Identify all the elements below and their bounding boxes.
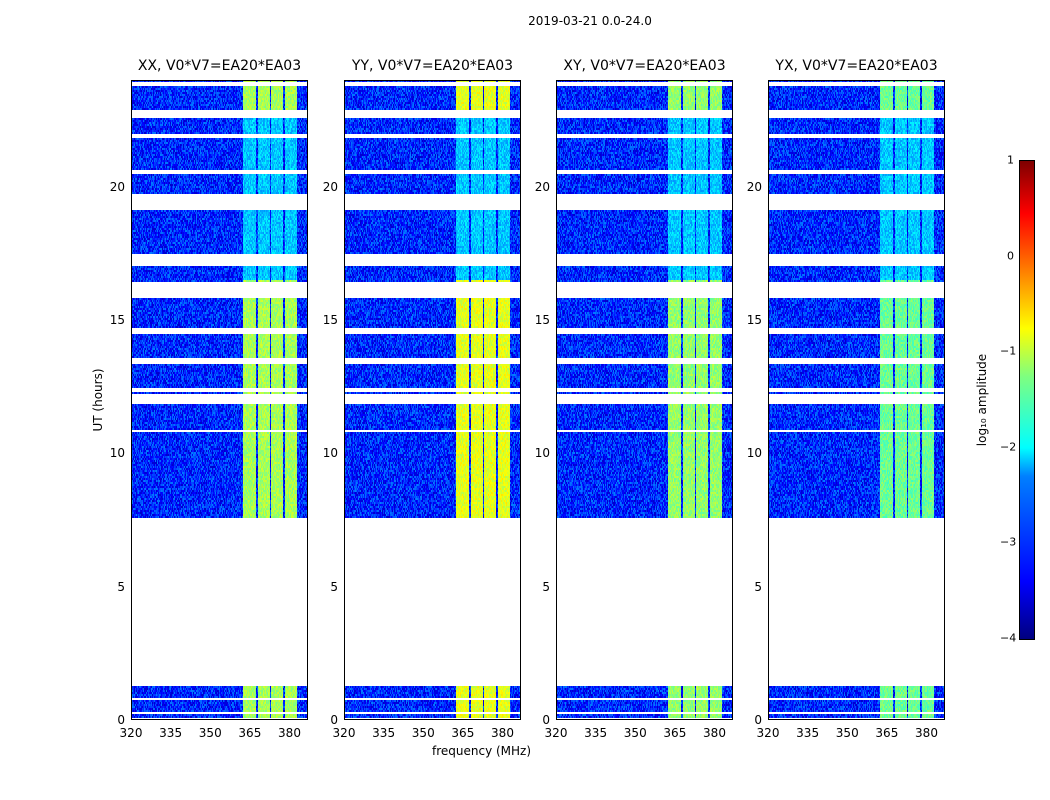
panel-xy: XY, V0*V7=EA20*EA03 0 5 10 15 20 320 335 350 365 3…	[535, 58, 733, 740]
y-tick-label: 20	[746, 179, 762, 194]
x-tick-label: 335	[584, 726, 608, 740]
panel-title: XX, V0*V7=EA20*EA03	[137, 58, 302, 74]
colorbar	[1019, 160, 1035, 640]
x-tick-label: 320	[544, 726, 568, 740]
x-tick-label: 380	[491, 726, 514, 740]
y-tick-label: 20	[534, 179, 550, 194]
waterfall-heatmap	[556, 80, 733, 720]
y-tick-label: 0	[330, 713, 338, 727]
x-tick-label: 335	[159, 726, 183, 740]
y-tick-label: 5	[117, 579, 125, 594]
x-tick-label: 350	[835, 726, 859, 740]
colorbar-tick-label: 1	[1007, 153, 1014, 167]
y-tick-label: 0	[542, 713, 550, 727]
x-tick-label: 365	[451, 726, 475, 740]
y-tick-label: 10	[534, 446, 550, 461]
x-tick-label: 380	[915, 726, 938, 740]
x-tick-label: 335	[372, 726, 396, 740]
axes-frame	[131, 80, 308, 720]
panel-title: YY, V0*V7=EA20*EA03	[351, 58, 514, 74]
y-tick-label: 10	[322, 446, 338, 461]
x-tick-label: 320	[756, 726, 780, 740]
x-tick-label: 365	[875, 726, 899, 740]
x-tick-label: 365	[238, 726, 262, 740]
x-tick-label: 380	[703, 726, 726, 740]
colorbar-tick-label: −2	[1000, 440, 1017, 454]
y-tick-label: 20	[322, 179, 338, 194]
colorbar-tick-label: −3	[1000, 535, 1017, 549]
y-tick-label: 20	[109, 179, 125, 194]
x-tick-label: 350	[198, 726, 222, 740]
axes-frame	[344, 80, 521, 720]
x-tick-label: 350	[623, 726, 647, 740]
colorbar-tick-label: −4	[1000, 631, 1017, 645]
y-tick-label: 10	[109, 446, 125, 461]
y-tick-label: 5	[330, 579, 338, 594]
y-tick-label: 15	[534, 313, 550, 327]
y-tick-label: 0	[754, 713, 762, 727]
y-tick-label: 10	[746, 446, 762, 461]
x-tick-label: 365	[663, 726, 687, 740]
y-tick-label: 15	[109, 313, 125, 327]
axes-frame	[768, 80, 945, 720]
y-tick-label: 5	[542, 579, 550, 594]
waterfall-heatmap	[131, 80, 308, 720]
panel-xx: XX, V0*V7=EA20*EA03 0 5 10 15 20 320 335 350 365 3…	[110, 58, 308, 740]
x-tick-label: 320	[119, 726, 143, 740]
y-tick-label: 15	[746, 313, 762, 327]
x-tick-label: 320	[332, 726, 356, 740]
panel-yy: YY, V0*V7=EA20*EA03 0 5 10 15 20 320 335 350 365 3…	[323, 58, 521, 740]
panel-title: YX, V0*V7=EA20*EA03	[775, 58, 938, 74]
x-axis-label: frequency (MHz)	[432, 744, 532, 758]
y-tick-label: 5	[754, 579, 762, 594]
colorbar-tick-label: −1	[1000, 344, 1017, 358]
x-tick-label: 380	[278, 726, 301, 740]
waterfall-heatmap	[768, 80, 945, 720]
waterfall-heatmap	[344, 80, 521, 720]
colorbar-label: log₁₀ amplitude	[975, 353, 989, 447]
x-tick-label: 350	[411, 726, 435, 740]
y-tick-label: 15	[322, 313, 338, 327]
y-axis-label: UT (hours)	[91, 368, 105, 432]
panel-yx: YX, V0*V7=EA20*EA03 0 5 10 15 20 320 335 350 365 3…	[747, 58, 945, 740]
figure-title: 2019-03-21 0.0-24.0	[528, 14, 652, 28]
x-tick-label: 335	[796, 726, 820, 740]
axes-frame	[556, 80, 733, 720]
panel-title: XY, V0*V7=EA20*EA03	[563, 58, 726, 74]
colorbar-tick-label: 0	[1007, 249, 1014, 263]
y-tick-label: 0	[117, 713, 125, 727]
